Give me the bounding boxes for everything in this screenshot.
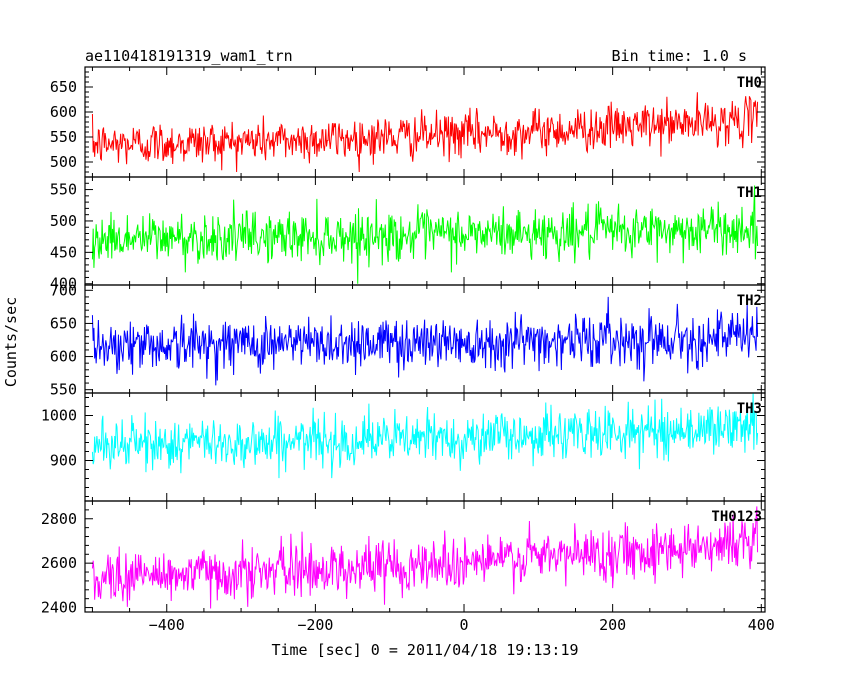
y-axis-label: Counts/sec xyxy=(2,297,20,387)
panel-label-th2: TH2 xyxy=(737,293,762,309)
y-tick-label: 1000 xyxy=(41,407,77,425)
x-tick-label: 200 xyxy=(599,616,626,634)
panel-label-th1: TH1 xyxy=(737,185,762,201)
panel-label-th0: TH0 xyxy=(737,75,762,91)
x-tick-label: 0 xyxy=(460,616,469,634)
x-tick-label: −200 xyxy=(297,616,333,634)
series-th0-trace xyxy=(91,92,759,173)
y-tick-label: 500 xyxy=(50,153,77,171)
y-tick-label: 650 xyxy=(50,78,77,96)
y-tick-label: 500 xyxy=(50,212,77,230)
y-tick-label: 450 xyxy=(50,243,77,261)
bin-time-label: Bin time: 1.0 s xyxy=(612,47,747,65)
y-tick-label: 2600 xyxy=(41,554,77,572)
series-th3-trace xyxy=(91,393,759,479)
y-tick-label: 2400 xyxy=(41,599,77,617)
panel-th0123-frame xyxy=(84,500,766,613)
y-tick-label: 900 xyxy=(50,452,77,470)
y-tick-label: 550 xyxy=(50,381,77,399)
chart-title: ae110418191319_wam1_trn xyxy=(85,47,293,65)
y-tick-label: 550 xyxy=(50,128,77,146)
y-tick-label: 700 xyxy=(50,281,77,299)
panels-group: 500 550 600 650 TH0 400 450 500 550 TH1 550 600 650 7… xyxy=(41,66,775,634)
y-tick-label: 650 xyxy=(50,314,77,332)
y-tick-label: 550 xyxy=(50,181,77,199)
y-tick-label: 400 xyxy=(50,275,77,293)
series-th2-trace xyxy=(91,296,759,386)
x-tick-label: 400 xyxy=(748,616,775,634)
y-tick-label: 600 xyxy=(50,103,77,121)
x-tick-label: −400 xyxy=(149,616,185,634)
y-tick-label: 2800 xyxy=(41,510,77,528)
panel-label-th3: TH3 xyxy=(737,401,762,417)
y-tick-label: 600 xyxy=(50,348,77,366)
x-axis-label: Time [sec] 0 = 2011/04/18 19:13:19 xyxy=(271,641,578,659)
series-th1-trace xyxy=(91,185,759,284)
panel-label-th0123: TH0123 xyxy=(711,509,762,525)
series-th0123-trace xyxy=(91,506,759,609)
